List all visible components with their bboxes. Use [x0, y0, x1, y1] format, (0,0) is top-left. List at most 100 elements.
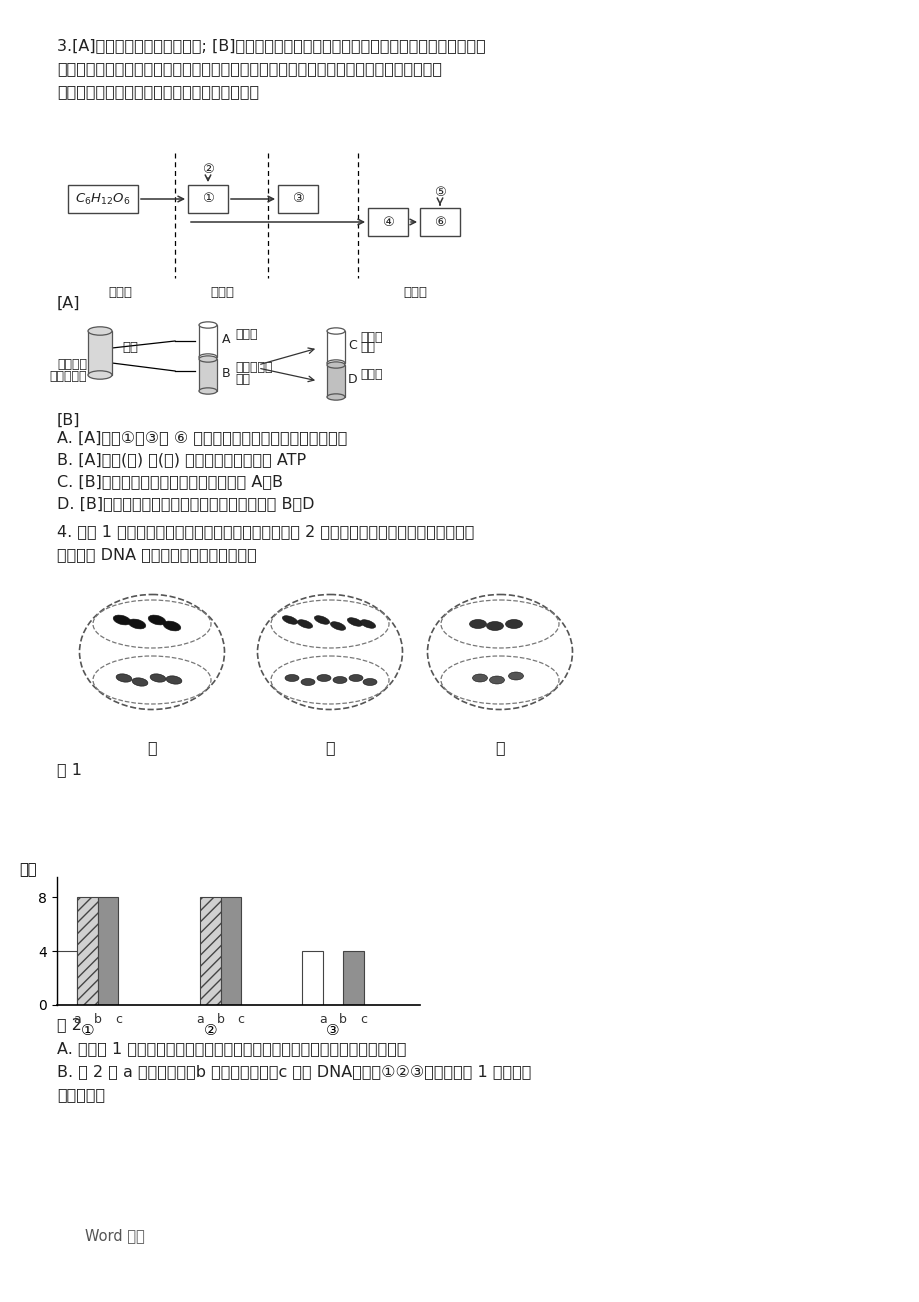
Bar: [326, 331, 345, 363]
Text: 叶绿体和: 叶绿体和: [57, 358, 87, 371]
Ellipse shape: [472, 674, 487, 682]
Text: a: a: [319, 1013, 326, 1026]
Text: b: b: [94, 1013, 102, 1026]
Text: C: C: [347, 339, 357, 352]
Bar: [420, 208, 460, 236]
Text: 细胞质: 细胞质: [234, 328, 257, 341]
Text: 图 2: 图 2: [57, 1017, 82, 1032]
Bar: [187, 185, 228, 214]
Text: b: b: [217, 1013, 224, 1026]
Text: Word 资料: Word 资料: [85, 1228, 144, 1243]
Text: 分离: 分离: [122, 341, 138, 354]
Text: 部分叶绿体: 部分叶绿体: [234, 361, 272, 374]
Text: 叶绿素: 叶绿素: [359, 368, 382, 381]
Ellipse shape: [199, 388, 217, 395]
Ellipse shape: [150, 674, 165, 682]
Bar: [278, 185, 318, 214]
Text: a: a: [196, 1013, 204, 1026]
Ellipse shape: [113, 615, 130, 625]
Bar: [97, 897, 119, 1005]
Text: a: a: [74, 1013, 81, 1026]
Text: ⑥: ⑥: [434, 216, 446, 228]
Text: 色单体和 DNA 的数量，下列分析正确的是: 色单体和 DNA 的数量，下列分析正确的是: [57, 547, 256, 562]
Text: c: c: [115, 1013, 121, 1026]
Text: C. [B]图中能发生细胞呼吸过程的试管有 A、B: C. [B]图中能发生细胞呼吸过程的试管有 A、B: [57, 474, 283, 490]
Ellipse shape: [360, 620, 375, 629]
Text: B. [A]图中(二) 、(三) 过程均能产生大量的 ATP: B. [A]图中(二) 、(三) 过程均能产生大量的 ATP: [57, 452, 306, 467]
Text: ③: ③: [291, 193, 303, 206]
Ellipse shape: [132, 678, 148, 686]
Text: D: D: [347, 372, 357, 385]
Bar: [200, 897, 221, 1005]
Ellipse shape: [285, 674, 299, 681]
Ellipse shape: [163, 621, 180, 631]
Bar: [88, 331, 112, 375]
Ellipse shape: [489, 676, 504, 684]
Ellipse shape: [326, 328, 345, 335]
Ellipse shape: [330, 622, 346, 630]
Bar: [57, 950, 77, 1005]
Bar: [368, 208, 407, 236]
Bar: [199, 326, 217, 357]
Text: 四支试管内并进行光照。下列有关分析正确的是: 四支试管内并进行光照。下列有关分析正确的是: [57, 85, 259, 99]
Ellipse shape: [505, 620, 522, 629]
Ellipse shape: [508, 672, 523, 680]
Bar: [77, 897, 97, 1005]
Text: 4. 下图 1 中甲、乙、丙表示三个正在分裂的细胞，图 2 表示不同分裂时期细胞中染色体、染: 4. 下图 1 中甲、乙、丙表示三个正在分裂的细胞，图 2 表示不同分裂时期细胞…: [57, 523, 474, 539]
Ellipse shape: [326, 359, 345, 366]
Text: $C_6H_{12}O_6$: $C_6H_{12}O_6$: [75, 191, 130, 207]
Ellipse shape: [348, 674, 363, 681]
Ellipse shape: [199, 322, 217, 328]
Ellipse shape: [88, 371, 112, 379]
Ellipse shape: [333, 677, 346, 684]
Bar: [343, 950, 363, 1005]
Ellipse shape: [326, 393, 345, 400]
Text: c: c: [237, 1013, 244, 1026]
Ellipse shape: [128, 618, 145, 629]
Text: ⑤: ⑤: [434, 186, 446, 199]
Text: b: b: [339, 1013, 346, 1026]
Text: 细胞质基质: 细胞质基质: [50, 370, 87, 383]
Bar: [199, 359, 217, 391]
Text: 丙: 丙: [494, 740, 505, 755]
Ellipse shape: [88, 327, 112, 335]
Text: 离出细胞质和全部叶绻体，然后又把部分叶绻体磨碎分离出叶绻素和叶绻体基质，分别装在: 离出细胞质和全部叶绻体，然后又把部分叶绻体磨碎分离出叶绻素和叶绻体基质，分别装在: [57, 61, 441, 76]
Ellipse shape: [486, 621, 503, 630]
Text: ②: ②: [202, 163, 214, 176]
Text: 乙: 乙: [324, 740, 335, 755]
Text: 基质: 基质: [359, 341, 375, 354]
Ellipse shape: [326, 362, 345, 368]
Ellipse shape: [199, 355, 217, 362]
Ellipse shape: [166, 676, 182, 684]
Text: B. 图 2 中 a 代表染色体，b 代表染色单体，c 代表 DNA，并且①②③分别对应图 1 中的甲、: B. 图 2 中 a 代表染色体，b 代表染色单体，c 代表 DNA，并且①②③…: [57, 1064, 531, 1079]
Text: ①: ①: [202, 193, 214, 206]
Bar: [302, 950, 323, 1005]
Text: 乙、丙细胞: 乙、丙细胞: [57, 1087, 105, 1101]
Ellipse shape: [301, 678, 314, 685]
Text: 叶绿体: 叶绿体: [359, 331, 382, 344]
Bar: [68, 185, 138, 214]
Text: 3.[A]图为细胞有氧呼吸示意图; [B]图中为了研究光合作用，生物小组的同学把菠菜叶磨碎，分: 3.[A]图为细胞有氧呼吸示意图; [B]图中为了研究光合作用，生物小组的同学把…: [57, 38, 485, 53]
Text: [A]: [A]: [57, 296, 81, 311]
Ellipse shape: [116, 674, 131, 682]
Ellipse shape: [314, 616, 329, 624]
Text: 甲: 甲: [147, 740, 156, 755]
Ellipse shape: [297, 620, 312, 629]
Ellipse shape: [469, 620, 486, 629]
Ellipse shape: [363, 678, 377, 685]
Text: A. 如果图 1 中三个细胞来自于同一个体，由乙和丙可确定该个体的性别为雄性: A. 如果图 1 中三个细胞来自于同一个体，由乙和丙可确定该个体的性别为雄性: [57, 1042, 406, 1056]
Text: ④: ④: [381, 216, 393, 228]
Bar: [221, 897, 241, 1005]
Text: A: A: [221, 333, 231, 346]
Text: 图 1: 图 1: [57, 762, 82, 777]
Text: B: B: [221, 367, 231, 380]
Text: c: c: [360, 1013, 367, 1026]
Ellipse shape: [148, 615, 165, 625]
Text: D. [B]图中能发生光合作用光反应过程的试管有 B、D: D. [B]图中能发生光合作用光反应过程的试管有 B、D: [57, 496, 314, 510]
Bar: [326, 365, 345, 397]
Ellipse shape: [317, 674, 331, 681]
Ellipse shape: [282, 616, 297, 624]
Text: （一）: （一）: [108, 286, 131, 299]
Text: 分离: 分离: [234, 372, 250, 385]
Ellipse shape: [199, 354, 217, 361]
